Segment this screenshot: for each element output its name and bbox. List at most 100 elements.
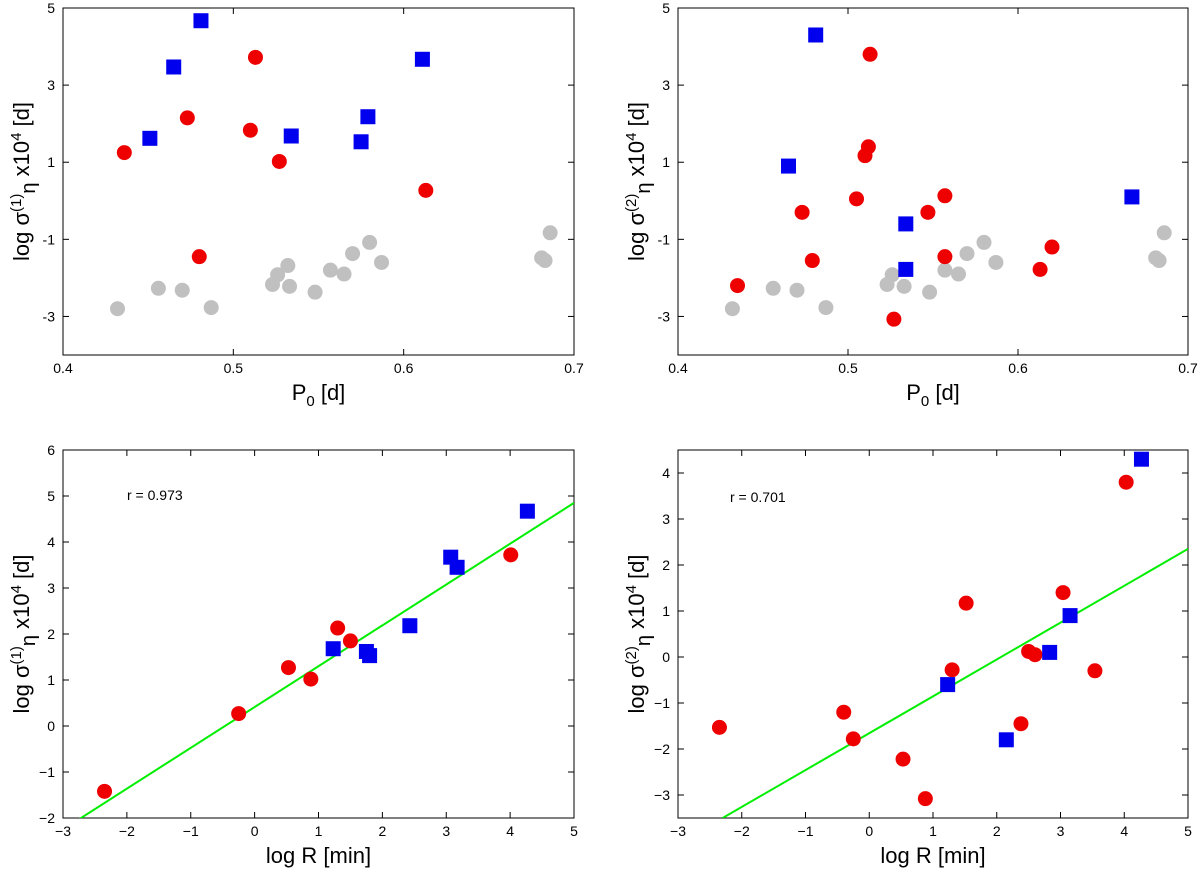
data-point-gray-circle <box>789 282 805 298</box>
y-tick-label: 0 <box>662 649 670 665</box>
data-point-gray-circle <box>150 280 166 296</box>
data-point-red-circle <box>849 191 864 207</box>
y-tick-label: −2 <box>39 810 55 826</box>
x-tick-label: 2 <box>378 823 386 839</box>
x-tick-label: 0.7 <box>564 360 584 376</box>
x-axis-label: P0 [d] <box>292 380 346 410</box>
data-point-gray-circle <box>765 280 781 296</box>
correlation-annotation: r = 0.701 <box>730 489 786 505</box>
data-point-blue-square <box>362 648 378 664</box>
data-point-gray-circle <box>174 282 190 298</box>
data-point-red-circle <box>330 620 346 636</box>
x-tick-label: −1 <box>798 823 814 839</box>
fit-line <box>79 502 574 818</box>
x-tick-label: 3 <box>1057 823 1065 839</box>
data-point-red-circle <box>895 751 911 767</box>
data-point-gray-circle <box>951 266 966 282</box>
x-tick-label: 4 <box>506 823 514 839</box>
panel-top-right: 0.4 0.5 0.6 0.7 -3 -1 1 3 5 P0 [d] log σ(2)η x104 … <box>623 0 1198 410</box>
y-tick-label: −1 <box>39 764 55 780</box>
data-layer <box>711 451 1188 818</box>
data-point-red-circle <box>1044 239 1060 255</box>
x-axis-label: log R [min] <box>880 843 985 868</box>
data-point-red-circle <box>116 145 132 161</box>
data-point-blue-square <box>283 128 299 144</box>
data-point-red-circle <box>1055 585 1071 601</box>
data-point-blue-square <box>1124 189 1140 205</box>
data-point-red-circle <box>845 731 861 747</box>
data-point-red-circle <box>271 153 287 169</box>
x-tick-label: 5 <box>570 823 578 839</box>
y-axis-label: log σ(2)η x104 [d] <box>623 102 655 261</box>
y-tick-label: 1 <box>47 672 55 688</box>
data-point-blue-square <box>898 216 914 232</box>
x-tick-label: 3 <box>442 823 450 839</box>
x-tick-label: 0.6 <box>394 360 414 376</box>
data-point-blue-square <box>142 130 158 146</box>
data-point-red-circle <box>958 595 974 611</box>
data-point-red-circle <box>836 704 852 720</box>
data-point-gray-circle <box>937 262 953 278</box>
data-point-red-circle <box>247 49 263 65</box>
y-tick-label: 1 <box>662 603 670 619</box>
data-point-blue-square <box>325 641 341 657</box>
x-tick-label: −1 <box>183 823 199 839</box>
data-point-gray-circle <box>896 278 912 294</box>
data-point-blue-square <box>360 109 376 125</box>
y-tick-label: 4 <box>662 465 670 481</box>
y-tick-label: −1 <box>654 695 670 711</box>
y-tick-label: −2 <box>654 741 670 757</box>
data-point-gray-circle <box>724 301 740 317</box>
data-point-gray-circle <box>818 300 834 316</box>
data-point-red-circle <box>280 660 296 676</box>
x-tick-label: 1 <box>929 823 937 839</box>
y-tick-label: -1 <box>658 231 671 247</box>
data-layer <box>724 27 1172 327</box>
data-point-gray-circle <box>884 267 900 283</box>
x-tick-label: −2 <box>734 823 750 839</box>
data-layer <box>110 13 558 317</box>
x-tick-label: 0 <box>865 823 873 839</box>
data-point-red-circle <box>242 122 258 138</box>
panel-top-left: 0.4 0.5 0.6 0.7 -3 -1 1 3 5 P0 [d] log σ(1)η x104 … <box>8 0 584 410</box>
x-tick-label: −2 <box>119 823 135 839</box>
data-point-red-circle <box>231 706 247 722</box>
data-point-gray-circle <box>988 254 1004 270</box>
y-tick-label: 4 <box>47 534 55 550</box>
data-point-red-circle <box>503 547 519 563</box>
y-tick-label: 3 <box>662 511 670 527</box>
y-tick-label: 5 <box>662 0 670 16</box>
y-tick-label: -3 <box>43 308 56 324</box>
data-point-gray-circle <box>374 254 390 270</box>
y-tick-label: -1 <box>43 231 56 247</box>
data-point-gray-circle <box>362 234 378 250</box>
data-point-red-circle <box>179 110 195 126</box>
x-tick-label: 0.6 <box>1008 360 1028 376</box>
data-point-gray-circle <box>280 258 296 274</box>
data-point-gray-circle <box>345 246 361 262</box>
data-point-gray-circle <box>537 253 553 269</box>
panel-bottom-right: −3 −2 −1 0 1 2 3 4 5 −3 −2 −1 0 1 2 3 4 r = 0.701 log R [m… <box>623 449 1192 868</box>
data-point-red-circle <box>730 278 745 294</box>
y-tick-label: 1 <box>662 154 670 170</box>
data-point-gray-circle <box>110 301 126 317</box>
x-tick-label: 5 <box>1184 823 1192 839</box>
data-point-blue-square <box>898 261 914 277</box>
x-tick-label: 0.4 <box>53 360 73 376</box>
correlation-annotation: r = 0.973 <box>127 487 183 503</box>
data-point-red-circle <box>794 204 810 220</box>
plot-frame <box>677 7 1189 356</box>
data-point-blue-square <box>1042 644 1058 660</box>
x-tick-label: −3 <box>55 823 71 839</box>
data-point-red-circle <box>303 671 319 687</box>
data-point-red-circle <box>860 139 876 155</box>
data-point-gray-circle <box>1151 253 1167 269</box>
data-point-red-circle <box>917 791 933 807</box>
data-point-red-circle <box>1027 647 1043 663</box>
data-point-blue-square <box>353 134 369 150</box>
y-axis-label: log σ(1)η x104 [d] <box>8 554 40 713</box>
data-point-gray-circle <box>959 246 975 262</box>
x-tick-label: 1 <box>315 823 323 839</box>
